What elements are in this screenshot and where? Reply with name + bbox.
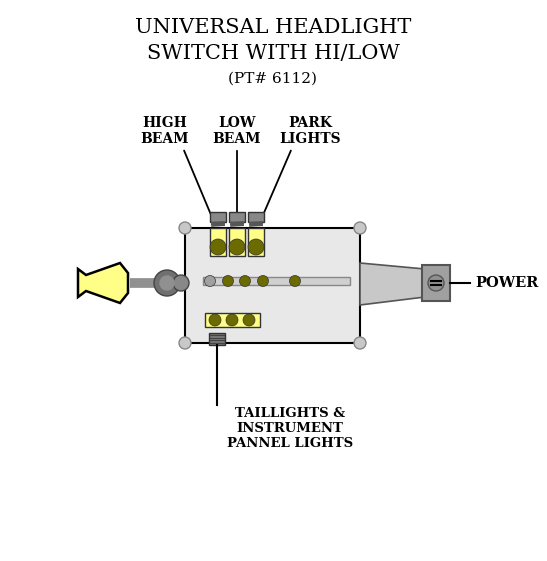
Bar bbox=[185, 228, 360, 343]
Bar bbox=[205, 313, 260, 327]
Circle shape bbox=[173, 275, 189, 291]
Circle shape bbox=[210, 239, 226, 255]
Text: PARK
LIGHTS: PARK LIGHTS bbox=[279, 116, 341, 146]
Polygon shape bbox=[78, 263, 128, 303]
Bar bbox=[209, 333, 225, 345]
Bar bbox=[210, 212, 226, 222]
Bar bbox=[248, 228, 264, 256]
Circle shape bbox=[160, 276, 174, 290]
Circle shape bbox=[354, 222, 366, 234]
Text: UNIVERSAL HEADLIGHT: UNIVERSAL HEADLIGHT bbox=[135, 18, 411, 37]
Bar bbox=[229, 228, 245, 256]
Circle shape bbox=[248, 239, 264, 255]
Text: LOW
BEAM: LOW BEAM bbox=[213, 116, 261, 146]
Circle shape bbox=[289, 275, 300, 287]
Circle shape bbox=[243, 314, 255, 326]
Polygon shape bbox=[360, 263, 425, 305]
Text: POWER: POWER bbox=[475, 276, 538, 290]
Circle shape bbox=[179, 337, 191, 349]
Circle shape bbox=[223, 275, 234, 287]
Text: SWITCH WITH HI/LOW: SWITCH WITH HI/LOW bbox=[147, 44, 399, 63]
Text: (PT# 6112): (PT# 6112) bbox=[229, 72, 317, 86]
Circle shape bbox=[354, 337, 366, 349]
Circle shape bbox=[154, 270, 180, 296]
Bar bbox=[422, 265, 450, 301]
Bar bbox=[248, 212, 264, 222]
Circle shape bbox=[229, 239, 245, 255]
Bar bbox=[203, 277, 350, 285]
Circle shape bbox=[209, 314, 221, 326]
Bar bbox=[210, 228, 226, 256]
Circle shape bbox=[179, 222, 191, 234]
Circle shape bbox=[428, 275, 444, 291]
Circle shape bbox=[205, 275, 216, 287]
Bar bbox=[229, 212, 245, 222]
Text: TAILLIGHTS &
INSTRUMENT
PANNEL LIGHTS: TAILLIGHTS & INSTRUMENT PANNEL LIGHTS bbox=[227, 407, 353, 450]
Circle shape bbox=[240, 275, 251, 287]
Circle shape bbox=[226, 314, 238, 326]
Text: HIGH
BEAM: HIGH BEAM bbox=[141, 116, 189, 146]
Circle shape bbox=[258, 275, 269, 287]
